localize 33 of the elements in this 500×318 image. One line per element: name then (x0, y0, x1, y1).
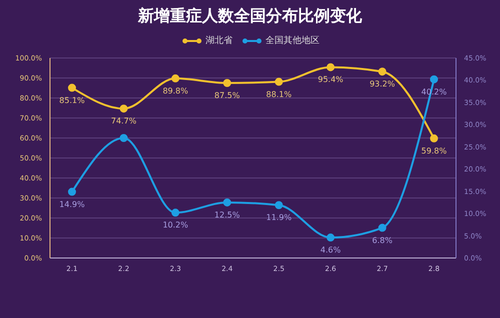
point (120, 134, 128, 142)
point (223, 79, 232, 87)
point (378, 68, 386, 76)
data-label: 59.8% (421, 146, 448, 156)
data-label: 87.5% (214, 91, 240, 100)
data-label: 95.4% (318, 75, 344, 84)
point (171, 208, 180, 217)
data-label: 10.2% (162, 220, 189, 230)
data-label: 85.1% (59, 96, 86, 105)
data-label: 14.9% (59, 200, 86, 209)
data-label: 6.8% (372, 236, 393, 245)
legend-label: 全国其他地区 (264, 34, 320, 47)
point (120, 104, 128, 113)
point (274, 201, 283, 210)
point (68, 188, 76, 196)
point (223, 198, 232, 206)
data-label: 74.7% (111, 116, 137, 126)
data-label: 4.6% (320, 246, 342, 255)
legend-label: 湖北省 (204, 34, 232, 47)
point (326, 234, 335, 242)
point (274, 78, 283, 86)
data-label: 11.9% (266, 213, 292, 222)
point (171, 74, 180, 82)
data-label: 89.8% (162, 86, 189, 96)
point (430, 134, 438, 142)
data-label: 12.5% (214, 210, 240, 220)
data-label: 93.2% (370, 80, 396, 89)
point (378, 224, 386, 232)
chart-title: 新增重症人数全国分布比例变化 (136, 6, 363, 27)
point (68, 84, 76, 92)
point (326, 63, 335, 72)
point (430, 75, 438, 84)
data-label: 88.1% (266, 90, 292, 99)
